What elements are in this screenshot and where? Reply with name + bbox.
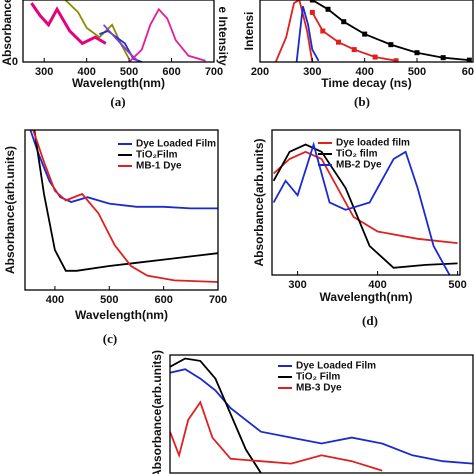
y2-axis-label: e Intensity	[216, 6, 230, 66]
series-line	[272, 143, 458, 269]
y-tick-label: 0	[12, 56, 18, 68]
legend-label: MB-1 Dye	[136, 161, 182, 172]
plot-frame	[271, 129, 461, 276]
legend-label: TiO₂Film	[136, 150, 178, 161]
x-tick-label: 700	[209, 294, 227, 306]
marker	[393, 58, 399, 62]
marker	[414, 50, 420, 56]
plot-frame	[169, 354, 474, 474]
series-line	[102, 24, 139, 62]
legend-label: TiO₂ film	[336, 149, 378, 160]
x-axis-label: Wavelength(nm)	[72, 76, 165, 90]
y-axis-label: Absorbance(arb.units)	[252, 138, 266, 266]
x-tick-label: 200	[251, 66, 269, 78]
series-line	[170, 368, 473, 465]
marker	[388, 42, 394, 48]
series-line	[295, 5, 320, 62]
series-line	[30, 2, 107, 46]
plot-frame	[259, 0, 474, 63]
marker	[325, 6, 331, 12]
y-axis-label: Intensi	[242, 12, 256, 51]
series-line	[170, 400, 383, 472]
x-tick-label: 400	[77, 66, 95, 78]
marker	[341, 19, 347, 25]
x-tick-label: 300	[288, 279, 306, 291]
series-line	[170, 357, 262, 473]
legend-label: Dye Loaded Film	[296, 361, 376, 372]
legend-label: MB-2 Dye	[336, 160, 382, 171]
marker	[362, 31, 368, 37]
x-tick-label: 500	[120, 66, 138, 78]
x-tick-label: 500	[408, 66, 426, 78]
x-tick-label: 500	[448, 279, 466, 291]
marker	[351, 47, 357, 53]
y-axis-label: Absorbance(arb.units)	[150, 350, 164, 474]
plot-frame	[24, 129, 219, 291]
x-axis-label: Wavelength(nm)	[320, 290, 413, 304]
x-axis-label: Wavelength(nm)	[75, 308, 168, 322]
marker	[372, 54, 378, 60]
series-line	[29, 130, 218, 210]
x-tick-label: 700	[205, 66, 223, 78]
series-line	[32, 130, 218, 283]
series-line	[272, 141, 451, 275]
x-tick-label: 400	[46, 294, 64, 306]
plot-frame	[22, 0, 215, 63]
x-tick-label: 600	[154, 294, 172, 306]
marker	[309, 9, 315, 15]
series-line	[64, 0, 130, 60]
marker	[309, 0, 315, 3]
x-tick-label: 600	[162, 66, 180, 78]
x-tick-label: 300	[35, 66, 53, 78]
x-tick-label: 60	[462, 66, 474, 78]
legend-label: Dye Loaded Film	[136, 139, 216, 150]
x-tick-label: 500	[100, 294, 118, 306]
series-line	[33, 130, 218, 272]
panel-caption: (d)	[362, 313, 378, 328]
marker	[440, 55, 446, 61]
marker	[320, 28, 326, 34]
legend-label: Dye loaded film	[336, 138, 410, 149]
x-tick-label: 300	[303, 66, 321, 78]
y-axis-label: Absorbance	[0, 0, 14, 66]
series-line	[274, 0, 314, 62]
series-line	[272, 150, 458, 244]
x-tick-label: 400	[355, 66, 373, 78]
legend-label: TiO₂ Film	[296, 372, 340, 383]
x-axis-label: Time decay (ns)	[321, 76, 411, 90]
y-axis-label: Absorbance(arb.units)	[3, 146, 17, 274]
series-line	[128, 7, 206, 62]
x-tick-label: 400	[368, 279, 386, 291]
series-line	[311, 11, 397, 62]
panel-caption: (b)	[354, 94, 370, 109]
panel-caption: (a)	[110, 94, 125, 109]
legend-label: MB-3 Dye	[296, 383, 342, 394]
series-line	[311, 0, 470, 61]
panel-caption: (c)	[103, 331, 117, 346]
series-line	[99, 29, 143, 62]
marker	[336, 39, 342, 45]
